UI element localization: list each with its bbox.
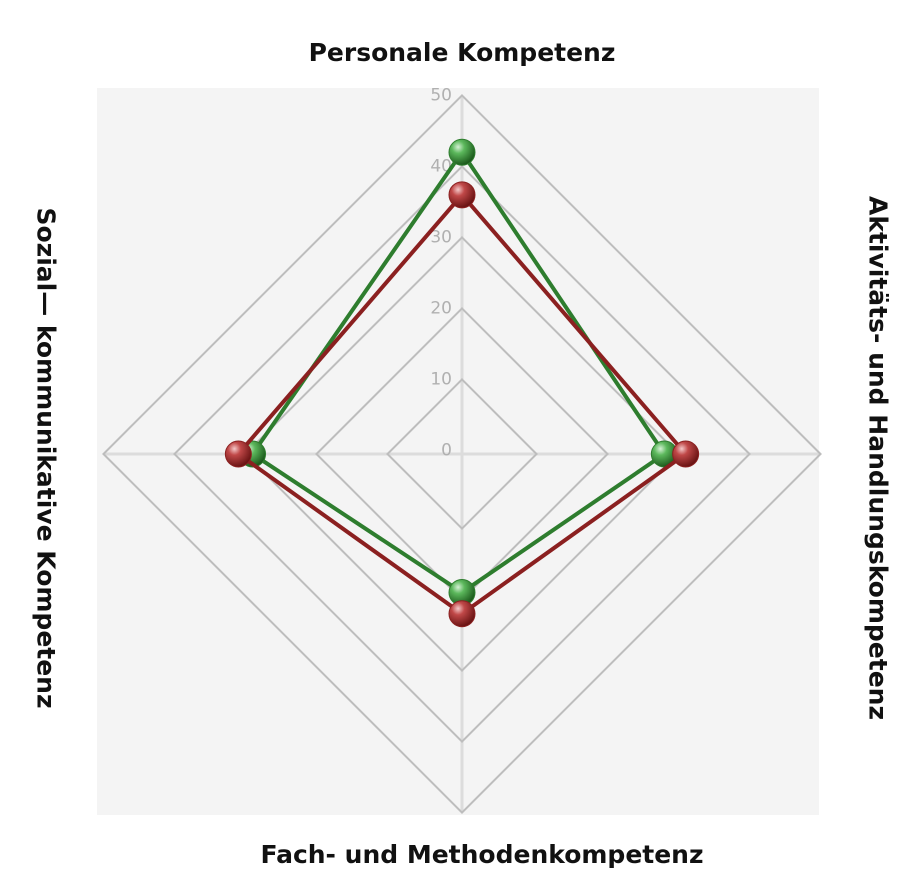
tick-label: 50 [430,85,452,105]
data-point-marker [224,440,252,468]
series-1 [224,181,700,628]
data-point-marker [448,600,476,628]
axis-title-fach-methodenkompetenz: Fach- und Methodenkompetenz [260,840,704,869]
tick-label: 20 [430,298,452,318]
grid-ring [386,378,538,530]
tick-label: 10 [430,369,452,389]
radar-series [224,138,700,628]
grid-ring [102,94,822,814]
radar-grid [102,94,822,814]
data-point-marker [448,181,476,209]
data-point-marker [448,138,476,166]
tick-label: 0 [441,440,452,460]
grid-ring [244,236,680,672]
tick-label: 30 [430,227,452,247]
axis-title-personale-kompetenz: Personale Kompetenz [308,38,616,67]
grid-ring [173,165,751,743]
data-point-marker [672,440,700,468]
